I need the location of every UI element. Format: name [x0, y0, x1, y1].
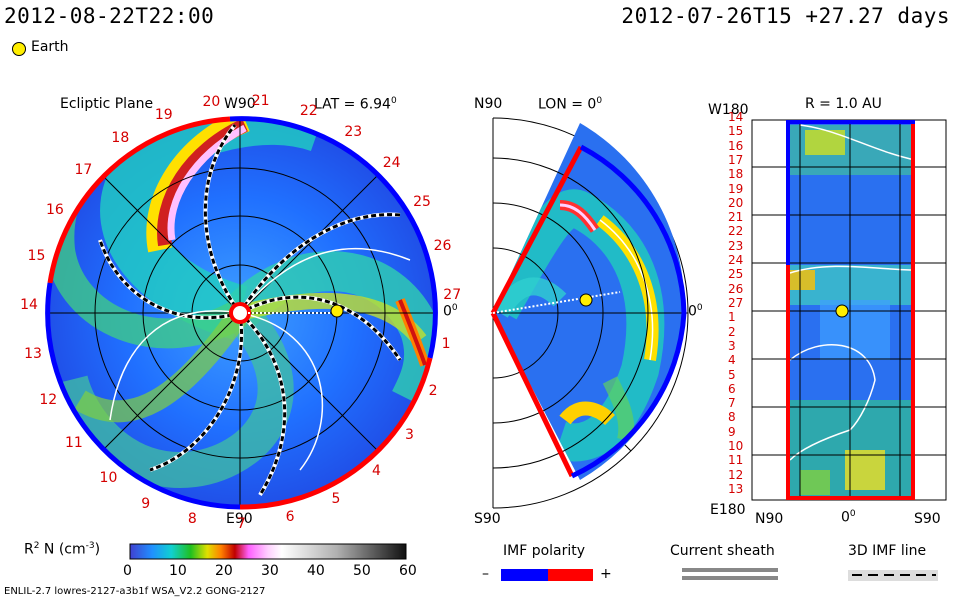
imf3d-title: 3D IMF line [848, 543, 927, 559]
rotation-number: 2 [428, 383, 438, 400]
rotation-number: 10 [99, 469, 118, 486]
radial-y-tick: 27 [728, 296, 744, 310]
meridional-panel [490, 117, 689, 509]
rotation-number: 5 [331, 491, 341, 508]
colorbar-tick: 10 [169, 563, 187, 579]
rotation-number: 7 [236, 515, 246, 532]
rotation-number: 6 [285, 509, 295, 526]
rotation-number: 17 [74, 162, 93, 179]
radial-y-tick: 14 [728, 110, 744, 124]
radial-y-tick: 23 [728, 238, 744, 253]
radial-y-tick: 1 [728, 310, 736, 325]
colorbar-tick: 0 [123, 563, 132, 579]
radial-y-tick: 15 [728, 124, 744, 139]
radial-y-tick: 11 [728, 453, 744, 468]
radial-title: R = 1.0 AU [805, 96, 882, 112]
imf-polarity-title: IMF polarity [503, 543, 586, 559]
rotation-number: 4 [372, 463, 381, 480]
rotation-number: 3 [404, 426, 414, 443]
radial-y-tick: 19 [728, 181, 744, 196]
radial-x-left: N90 [755, 511, 784, 527]
model-info: ENLIL-2.7 lowres-2127-a3b1f WSA_V2.2 GON… [4, 586, 266, 597]
radial-y-tick: 4 [728, 353, 736, 368]
ecliptic-panel [45, 116, 438, 510]
radial-y-tick: 12 [728, 467, 744, 482]
rotation-number: 19 [154, 106, 173, 123]
rotation-number: 18 [111, 129, 130, 146]
radial-y-tick: 3 [728, 338, 736, 353]
rotation-number: 24 [382, 154, 401, 171]
colorbar-label: R2 N (cm-3) [24, 541, 101, 558]
current-sheath-title: Current sheath [670, 543, 775, 559]
rotation-number: 25 [413, 193, 431, 210]
colorbar-tick: 20 [215, 563, 233, 579]
meridional-bottom-label: S90 [474, 511, 501, 527]
radial-x-right: S90 [914, 511, 941, 527]
rotation-number: 27 [443, 286, 462, 303]
radial-y-tick: 10 [728, 439, 744, 454]
rotation-number: 15 [27, 247, 46, 264]
rotation-number: 14 [20, 296, 38, 313]
rotation-number: 11 [64, 434, 83, 451]
radial-y-tick: 2 [728, 324, 736, 339]
colorbar-tick: 50 [353, 563, 371, 579]
earth-marker-radial [835, 304, 849, 318]
radial-y-tick: 16 [728, 138, 744, 153]
rotation-number: 23 [344, 124, 363, 141]
rotation-number: 16 [45, 202, 64, 219]
imf-minus-label: – [482, 566, 489, 582]
radial-y-tick: 5 [728, 367, 736, 382]
colorbar [129, 543, 407, 560]
radial-y-tick: 21 [728, 210, 744, 225]
colorbar-tick: 30 [261, 563, 279, 579]
ecliptic-title: Ecliptic Plane [60, 96, 154, 112]
imf-positive-swatch [548, 569, 593, 581]
radial-y-tick: 6 [728, 381, 736, 396]
rotation-number: 13 [24, 345, 42, 362]
radial-panel [751, 119, 947, 501]
colorbar-tick: 60 [399, 563, 417, 579]
radial-y-tick: 9 [728, 424, 736, 439]
rotation-number: 22 [299, 103, 318, 120]
meridional-top-label: N90 [474, 96, 503, 112]
earth-marker-meridional [579, 293, 593, 307]
rotation-number: 12 [39, 392, 58, 409]
rotation-number: 26 [433, 238, 452, 255]
radial-y-tick: 8 [728, 410, 736, 425]
rotation-number: 8 [187, 511, 197, 528]
radial-y-tick: 7 [728, 396, 736, 411]
radial-top-label: W180 [708, 102, 749, 118]
radial-y-tick: 24 [728, 253, 744, 268]
timestamp-left: 2012-08-22T22:00 [4, 4, 215, 28]
meridional-right-label: 00 [688, 303, 703, 320]
earth-legend-icon [12, 42, 26, 56]
colorbar-tick: 40 [307, 563, 325, 579]
radial-x-mid: 00 [841, 509, 856, 526]
radial-y-tick: 17 [728, 152, 744, 167]
ecliptic-top-label: W90 [224, 96, 256, 112]
rotation-number: 1 [441, 335, 451, 352]
radial-y-tick: 25 [728, 267, 744, 282]
radial-y-tick: 20 [728, 195, 744, 210]
imf-plus-label: + [600, 566, 612, 582]
rotation-number: 9 [141, 495, 151, 512]
rotation-number: 20 [202, 94, 221, 111]
radial-y-tick: 22 [728, 224, 744, 239]
earth-marker-ecliptic [330, 304, 344, 318]
ecliptic-bottom-label: E90 [226, 511, 253, 527]
radial-y-tick: 13 [728, 482, 744, 496]
timestamp-right: 2012-07-26T15 +27.27 days [621, 4, 950, 28]
imf-negative-swatch [501, 569, 548, 581]
lon-label: LON = 00 [538, 96, 603, 113]
ecliptic-right-label: 00 [443, 303, 458, 320]
radial-y-tick: 26 [728, 281, 744, 296]
radial-bottom-label: E180 [710, 502, 746, 518]
lat-label: LAT = 6.940 [314, 96, 397, 113]
earth-legend-label: Earth [31, 39, 69, 55]
radial-y-tick: 18 [728, 167, 744, 182]
rotation-number: 21 [251, 92, 270, 109]
